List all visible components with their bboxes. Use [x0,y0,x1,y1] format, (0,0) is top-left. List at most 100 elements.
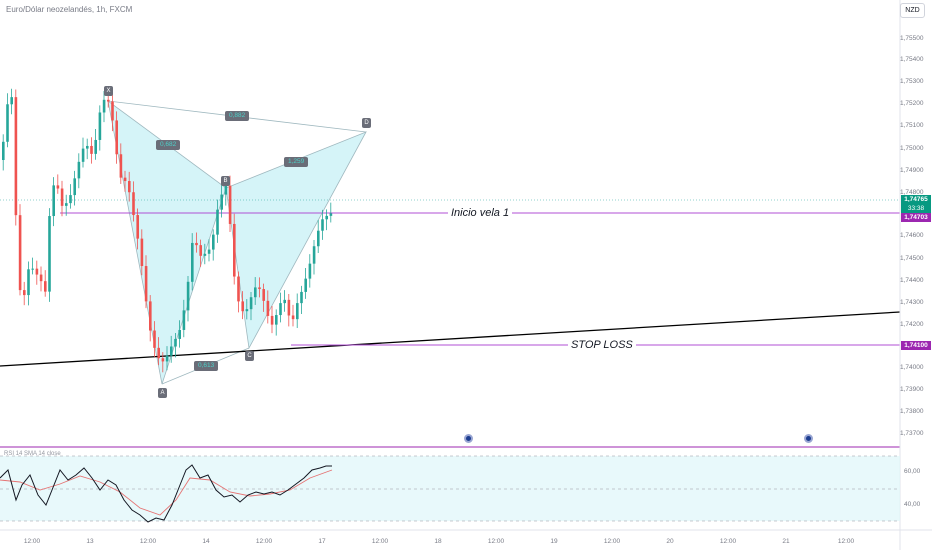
candle-body [123,177,127,182]
rsi-tick: 60,00 [904,468,921,475]
candle-body [2,141,5,160]
candle-body [35,268,39,275]
candle-body [262,289,265,301]
candle-body [94,139,97,154]
candle-body [325,215,328,220]
price-tick: 1,74800 [900,189,924,196]
candle-body [128,181,131,193]
candle-body [283,299,286,304]
pattern-point-b[interactable]: B [221,176,230,186]
ratio-ac[interactable]: 0,613 [194,361,219,371]
inicio-vela-label[interactable]: Inicio vela 1 [448,206,513,220]
price-tick: 1,75100 [900,122,924,129]
candle-body [119,154,123,178]
candle-body [65,203,68,206]
candle-body [191,242,194,282]
inicio-price-tag: 1,74703 [901,213,931,222]
candle-body [44,281,47,292]
candle-body [199,245,202,256]
candle-body [182,310,186,330]
candle-body [195,242,198,246]
candle-body [241,301,244,312]
candle-body [228,185,232,224]
candle-body [233,223,236,277]
price-tick: 1,74200 [900,321,924,328]
candle-body [317,230,320,247]
pattern-point-x[interactable]: X [104,86,113,96]
candle-body [18,215,22,291]
time-tick: 12:00 [603,538,621,545]
candle-body [149,301,152,331]
pattern-point-d[interactable]: D [362,118,371,128]
candle-body [249,297,253,310]
time-tick: 12:00 [371,538,389,545]
candle-body [6,104,9,142]
ratio-xd[interactable]: 0,882 [225,111,250,121]
candle-body [77,161,81,179]
candle-body [144,266,148,302]
candle-body [31,268,34,270]
candle-body [140,238,144,267]
candle-body [296,303,299,320]
pattern-point-a[interactable]: A [158,388,167,398]
candle-body [270,315,274,325]
time-tick: 13 [86,538,94,545]
candle-body [165,355,169,362]
candle-body [186,281,190,311]
candle-body [237,276,240,302]
candle-body [115,120,118,155]
candle-body [170,346,173,356]
candle-body [287,299,291,316]
currency-button[interactable]: NZD [900,3,925,18]
stop-loss-label[interactable]: STOP LOSS [568,338,636,352]
candle-body [300,291,303,304]
candle-body [216,209,219,235]
current-price-tag: 1,74765 [901,195,931,204]
candle-body [39,274,43,282]
candle-body [132,192,135,216]
pattern-point-c[interactable]: C [245,351,254,361]
candle-body [207,249,211,254]
rsi-ma-line [0,469,333,516]
time-tick: 12:00 [139,538,157,545]
time-tick: 21 [782,538,790,545]
rsi-label[interactable]: RSI 14 SMA 14 close [4,451,61,457]
candle-body [111,101,114,121]
price-tick: 1,73700 [900,430,924,437]
candle-body [174,338,177,347]
candle-body [203,253,207,256]
candle-body [291,315,295,320]
time-tick: 12:00 [23,538,41,545]
candle-body [212,234,215,250]
candle-body [10,97,13,105]
candle-body [14,97,18,216]
candle-body [279,303,282,316]
event-marker-icon[interactable] [464,434,473,443]
candle-body [52,185,55,217]
ratio-xb[interactable]: 0,682 [156,140,181,150]
event-marker-icon[interactable] [804,434,813,443]
price-tick: 1,74500 [900,255,924,262]
price-tick: 1,74300 [900,299,924,306]
symbol-title[interactable]: Euro/Dólar neozelandés, 1h, FXCM [6,5,133,14]
time-tick: 12:00 [837,538,855,545]
candle-body [161,358,165,362]
candle-body [275,315,278,325]
rsi-pane [0,455,900,523]
trend-line[interactable] [0,311,901,367]
time-tick: 17 [318,538,326,545]
price-tick: 1,74600 [900,232,924,239]
candle-body [153,330,156,348]
time-tick: 12:00 [487,538,505,545]
price-tick: 1,74900 [900,167,924,174]
price-tick: 1,74000 [900,364,924,371]
time-tick: 14 [202,538,210,545]
candle-body [102,99,106,113]
ratio-bd[interactable]: 1,259 [284,157,309,167]
harmonic-pattern[interactable] [107,100,367,385]
time-tick: 18 [434,538,442,545]
price-tick: 1,75500 [900,35,924,42]
candle-body [321,219,324,231]
candle-body [90,145,93,154]
